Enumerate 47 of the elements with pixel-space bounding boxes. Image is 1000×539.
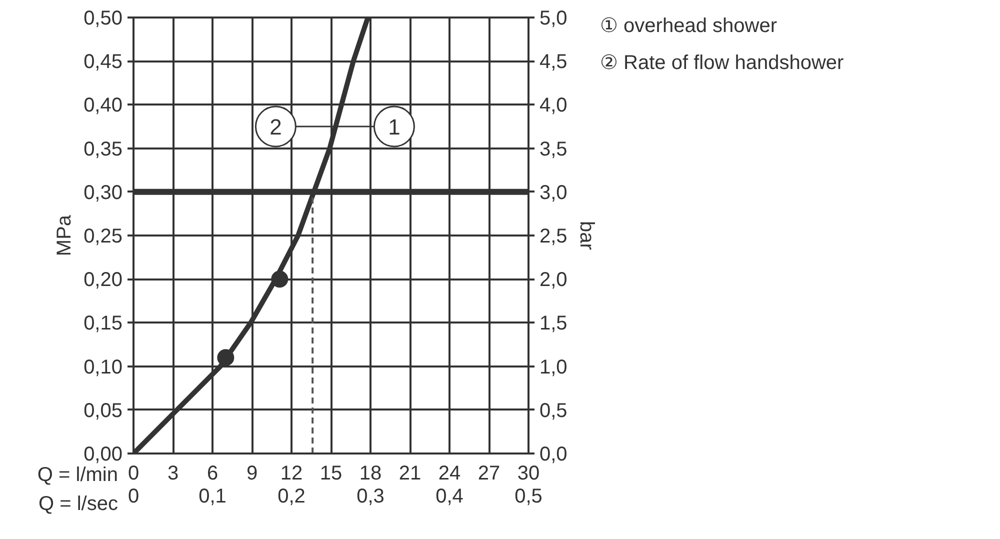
y2-axis-title: bar xyxy=(575,221,598,250)
x-tick-label: 12 xyxy=(280,462,303,484)
x-tick-label: 15 xyxy=(320,462,342,484)
y2-tick-label: 2,5 xyxy=(540,226,568,248)
y-tick-label: 0,20 xyxy=(84,269,123,292)
x-tick-label: 30 xyxy=(517,462,540,484)
text: ① overhead shower xyxy=(600,14,778,39)
y-tick-label: 0,25 xyxy=(84,226,123,248)
x-tick-label: 24 xyxy=(438,462,461,484)
x2-tick-label: 0,2 xyxy=(278,486,306,508)
y-tick-label: 0,45 xyxy=(84,51,123,74)
x-tick-label: 3 xyxy=(167,462,179,484)
annotation: 1 xyxy=(388,114,400,140)
x2-tick-label: 0,4 xyxy=(436,486,464,508)
y-tick-label: 0,15 xyxy=(84,312,123,335)
y2-tick-label: 1,5 xyxy=(540,312,568,335)
y2-tick-label: 3,5 xyxy=(540,138,568,160)
x2-tick-label: 0 xyxy=(128,486,140,508)
x-tick-label: 9 xyxy=(246,462,258,484)
y2-tick-label: 1,0 xyxy=(540,356,568,378)
annotation: 2 xyxy=(270,114,282,140)
y-tick-label: 0,35 xyxy=(84,138,123,160)
y-tick-label: 0,10 xyxy=(84,356,123,378)
x-tick-label: 0 xyxy=(128,462,140,484)
y2-tick-label: 3,0 xyxy=(540,182,568,204)
y2-tick-label: 0,5 xyxy=(540,400,568,422)
y-tick-label: 0,05 xyxy=(84,400,123,422)
x-axis-title: Q = l/min xyxy=(37,464,118,488)
y2-tick-label: 4,0 xyxy=(540,94,568,117)
y2-tick-label: 4,5 xyxy=(540,51,568,74)
y-tick-label: 0,00 xyxy=(84,444,123,466)
y-tick-label: 0,40 xyxy=(84,94,123,117)
x2-axis-title: Q = l/sec xyxy=(38,492,118,517)
y2-tick-label: 5,0 xyxy=(540,8,568,30)
y2-tick-label: 0,0 xyxy=(540,444,568,466)
x2-tick-label: 0,5 xyxy=(514,486,542,508)
x-tick-label: 21 xyxy=(398,462,422,484)
x2-tick-label: 0,3 xyxy=(356,486,384,508)
x-tick-label: 27 xyxy=(478,462,500,484)
y2-tick-label: 2,0 xyxy=(540,269,568,292)
y-tick-label: 0,50 xyxy=(84,8,123,30)
x-tick-label: 6 xyxy=(206,462,218,484)
text: ② Rate of flow handshower xyxy=(600,51,844,76)
x-tick-label: 18 xyxy=(359,462,382,484)
y-tick-label: 0,30 xyxy=(84,182,123,204)
y-axis-title: MPa xyxy=(54,214,76,256)
x2-tick-label: 0,1 xyxy=(198,486,226,508)
